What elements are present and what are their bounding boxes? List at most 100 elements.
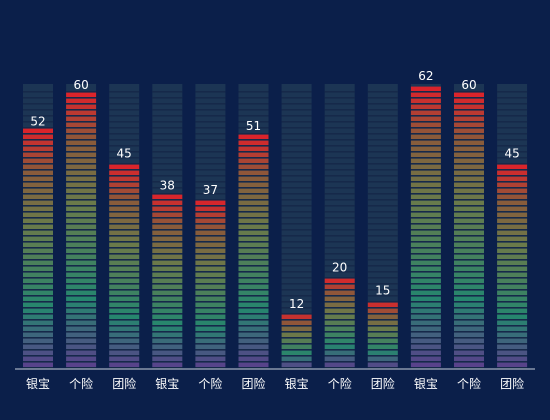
- bar-segment: [238, 236, 269, 241]
- bar-segment: [23, 146, 53, 151]
- bar-segment: [238, 356, 269, 361]
- track-gap: [324, 259, 355, 261]
- track-gap: [238, 223, 269, 225]
- bar-segment: [454, 242, 484, 247]
- track-gap: [454, 169, 484, 171]
- track-gap: [23, 187, 53, 189]
- bar-segment: [152, 332, 183, 337]
- bar-segment: [109, 278, 140, 283]
- track-gap: [66, 343, 97, 345]
- track-gap: [238, 229, 269, 231]
- track-gap: [367, 145, 398, 147]
- bar-segment: [324, 290, 355, 295]
- track-gap: [454, 259, 484, 261]
- track-gap: [454, 175, 484, 177]
- bar-segment: [109, 326, 140, 331]
- track-gap: [109, 229, 140, 231]
- track-gap: [23, 277, 53, 279]
- bar-segment: [23, 290, 53, 295]
- track-gap: [23, 283, 53, 285]
- bar-segment: [454, 350, 484, 355]
- category-label: 银宝: [155, 377, 179, 391]
- track-gap: [281, 289, 312, 291]
- bar-segment: [454, 164, 484, 169]
- track-gap: [23, 121, 53, 123]
- track-gap: [152, 325, 183, 327]
- track-gap: [454, 109, 484, 111]
- track-gap: [109, 145, 140, 147]
- track-gap: [497, 175, 528, 177]
- track-gap: [238, 175, 269, 177]
- track-gap: [454, 139, 484, 141]
- track-gap: [497, 325, 528, 327]
- bar-segment: [109, 236, 140, 241]
- track-gap: [324, 325, 355, 327]
- bar-segment: [66, 326, 97, 331]
- bar-segment: [152, 248, 183, 253]
- track-gap: [324, 199, 355, 201]
- bar-segment: [152, 224, 183, 229]
- bar-segment: [152, 260, 183, 265]
- bar-segment: [454, 218, 484, 223]
- track-gap: [454, 247, 484, 249]
- bar-segment: [152, 320, 183, 325]
- bar-segment: [367, 332, 398, 337]
- bar-segment: [497, 260, 528, 265]
- bar-segment: [454, 98, 484, 103]
- track-gap: [367, 241, 398, 243]
- track-gap: [109, 313, 140, 315]
- track-gap: [238, 217, 269, 219]
- bar-segment: [497, 200, 528, 205]
- track-gap: [109, 151, 140, 153]
- track-gap: [152, 367, 183, 369]
- track-gap: [66, 181, 97, 183]
- track-gap: [195, 127, 226, 129]
- track-gap: [367, 259, 398, 261]
- bar-segment: [66, 146, 97, 151]
- track-gap: [152, 91, 183, 93]
- bar-segment: [23, 356, 53, 361]
- track-gap: [109, 253, 140, 255]
- track-gap: [23, 271, 53, 273]
- bar-segment: [195, 290, 226, 295]
- track-gap: [281, 205, 312, 207]
- track-gap: [109, 199, 140, 201]
- track-gap: [281, 151, 312, 153]
- track-gap: [281, 247, 312, 249]
- bar-segment: [66, 92, 97, 97]
- bar-segment: [238, 158, 269, 163]
- track-gap: [66, 361, 97, 363]
- track-gap: [23, 223, 53, 225]
- bar-segment: [238, 218, 269, 223]
- bar-segment: [324, 302, 355, 307]
- track-gap: [454, 349, 484, 351]
- bar-segment: [238, 344, 269, 349]
- track-gap: [238, 205, 269, 207]
- track-gap: [367, 127, 398, 129]
- bar-segment: [454, 308, 484, 313]
- bar-segment: [454, 284, 484, 289]
- track-gap: [238, 133, 269, 135]
- track-gap: [23, 157, 53, 159]
- category-label: 银宝: [414, 377, 438, 391]
- bar-segment: [152, 338, 183, 343]
- track-gap: [367, 283, 398, 285]
- track-gap: [454, 283, 484, 285]
- track-gap: [238, 157, 269, 159]
- bar-segment: [195, 356, 226, 361]
- track-gap: [238, 187, 269, 189]
- track-gap: [497, 253, 528, 255]
- track-gap: [324, 145, 355, 147]
- bar-segment: [109, 170, 140, 175]
- bar-segment: [410, 356, 441, 361]
- bar-segment: [66, 110, 97, 115]
- bar-segment: [367, 356, 398, 361]
- bar-segment: [23, 128, 53, 133]
- category-label: 个险: [457, 376, 481, 391]
- track-gap: [23, 115, 53, 117]
- bar-segment: [238, 170, 269, 175]
- track-gap: [324, 181, 355, 183]
- bar-segment: [66, 272, 97, 277]
- bar-segment: [109, 206, 140, 211]
- bar-segment: [281, 332, 312, 337]
